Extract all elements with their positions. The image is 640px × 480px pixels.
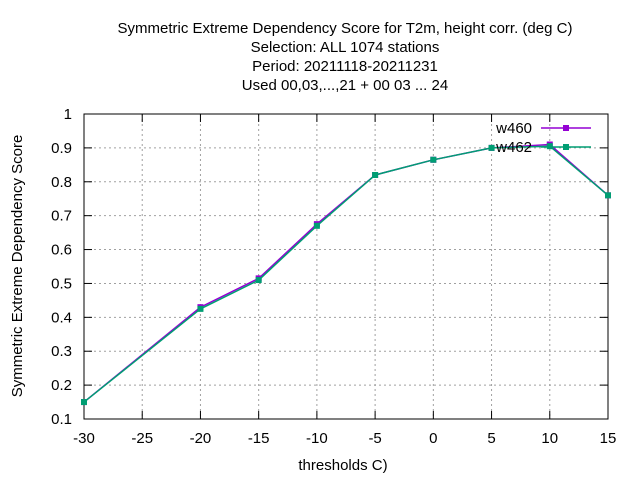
legend-swatch-marker (563, 144, 569, 150)
title-line-3: Period: 20211118-20211231 (252, 58, 438, 75)
x-tick-label: 10 (541, 430, 558, 447)
data-point (197, 305, 204, 312)
y-tick-label: 0.3 (51, 343, 72, 360)
y-tick-label: 1 (64, 106, 72, 123)
y-tick-label: 0.9 (51, 140, 72, 157)
series-line-w462 (83, 145, 609, 403)
chart-title: Symmetric Extreme Dependency Score for T… (118, 20, 573, 94)
series-line-w460 (83, 143, 609, 403)
y-tick-label: 0.7 (51, 208, 72, 225)
series (81, 141, 611, 406)
x-tick-label: 5 (487, 430, 495, 447)
x-tick-label: -5 (368, 430, 381, 447)
series-w462 (81, 143, 611, 406)
y-tick-label: 0.5 (51, 275, 72, 292)
title-line-2: Selection: ALL 1074 stations (251, 39, 440, 56)
plot-frame (83, 113, 609, 420)
legend-item-w460: w460 (495, 120, 591, 137)
y-axis-label: Symmetric Extreme Dependency Score (9, 135, 26, 398)
y-tick-label: 0.4 (51, 309, 72, 326)
x-tick-label: -15 (248, 430, 270, 447)
data-point (488, 144, 495, 151)
data-point (255, 277, 262, 284)
y-tick-label: 0.1 (51, 411, 72, 428)
data-point (372, 172, 379, 178)
x-tick-label: -10 (306, 430, 328, 447)
series-w460 (81, 141, 611, 406)
title-line-4: Used 00,03,...,21 + 00 03 ... 24 (242, 77, 448, 94)
grid (84, 114, 608, 419)
x-tick-label: -25 (131, 430, 153, 447)
x-tick-label: -30 (73, 430, 95, 447)
axes (83, 113, 609, 420)
x-tick-label: 0 (429, 430, 437, 447)
data-point (430, 156, 437, 163)
y-ticks: 0.1 0.2 0.3 0.4 0.5 0.6 0.7 0.8 0.9 1 (51, 106, 608, 428)
data-point (546, 143, 553, 150)
data-point (605, 192, 611, 199)
x-tick-label: 15 (600, 430, 617, 447)
x-axis-label: thresholds C) (298, 457, 387, 474)
y-tick-label: 0.2 (51, 377, 72, 394)
legend: w460 w462 (495, 120, 591, 156)
data-point (81, 399, 87, 406)
y-tick-label: 0.6 (51, 242, 72, 259)
x-tick-label: -20 (190, 430, 212, 447)
legend-item-w462: w462 (495, 139, 591, 156)
legend-label: w460 (495, 120, 532, 137)
legend-swatch-marker (563, 125, 569, 131)
y-tick-label: 0.8 (51, 174, 72, 191)
title-line-1: Symmetric Extreme Dependency Score for T… (118, 20, 573, 37)
data-point (313, 222, 320, 229)
legend-label: w462 (495, 139, 532, 156)
x-ticks: -30 -25 -20 -15 -10 -5 0 5 10 15 (73, 114, 616, 447)
